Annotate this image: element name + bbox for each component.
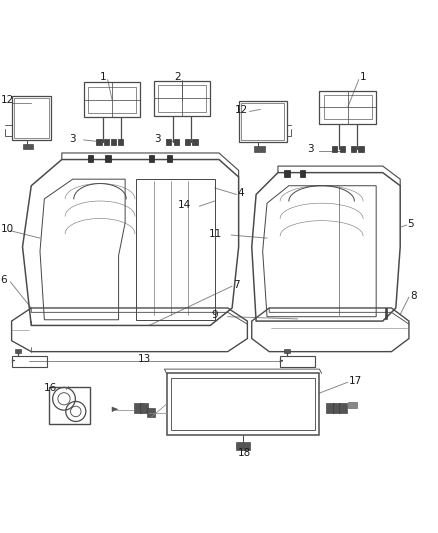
Polygon shape [351, 146, 356, 152]
Polygon shape [22, 144, 33, 149]
Text: 7: 7 [233, 280, 240, 290]
Polygon shape [300, 171, 305, 177]
Polygon shape [339, 403, 347, 413]
Polygon shape [326, 403, 334, 413]
Polygon shape [285, 171, 290, 177]
Polygon shape [104, 139, 109, 145]
Text: 8: 8 [410, 291, 417, 301]
Text: 11: 11 [209, 229, 222, 239]
Text: 12: 12 [235, 105, 248, 115]
Polygon shape [106, 155, 111, 161]
Text: 3: 3 [69, 134, 76, 143]
Text: 6: 6 [1, 276, 7, 286]
Text: 1: 1 [360, 71, 366, 82]
Text: 1: 1 [100, 71, 106, 82]
Polygon shape [141, 403, 148, 413]
Polygon shape [166, 139, 171, 145]
Polygon shape [348, 402, 357, 408]
Polygon shape [166, 155, 172, 161]
Text: 10: 10 [1, 224, 14, 235]
Text: 17: 17 [349, 376, 362, 386]
Text: 18: 18 [238, 448, 251, 458]
Polygon shape [339, 146, 345, 152]
Polygon shape [254, 147, 265, 152]
Polygon shape [134, 403, 142, 413]
Text: 12: 12 [1, 95, 14, 104]
Polygon shape [173, 139, 179, 145]
Polygon shape [284, 350, 290, 353]
Polygon shape [332, 146, 337, 152]
Text: 14: 14 [177, 200, 191, 210]
Text: 16: 16 [44, 383, 57, 393]
Polygon shape [332, 403, 340, 413]
Polygon shape [385, 308, 387, 319]
Polygon shape [358, 146, 364, 152]
Polygon shape [88, 155, 93, 161]
Polygon shape [112, 407, 118, 411]
Polygon shape [149, 155, 154, 161]
Text: 5: 5 [408, 219, 414, 229]
Polygon shape [147, 408, 155, 417]
Polygon shape [96, 139, 102, 145]
Polygon shape [111, 139, 116, 145]
Text: 3: 3 [155, 134, 161, 143]
Polygon shape [192, 139, 198, 145]
Text: 13: 13 [138, 354, 152, 364]
Text: 4: 4 [237, 188, 244, 198]
Polygon shape [185, 139, 190, 145]
Polygon shape [15, 350, 21, 353]
Text: 2: 2 [174, 71, 181, 82]
Polygon shape [118, 139, 124, 145]
Polygon shape [237, 442, 250, 450]
Text: 3: 3 [307, 144, 314, 155]
Text: 9: 9 [211, 310, 218, 320]
